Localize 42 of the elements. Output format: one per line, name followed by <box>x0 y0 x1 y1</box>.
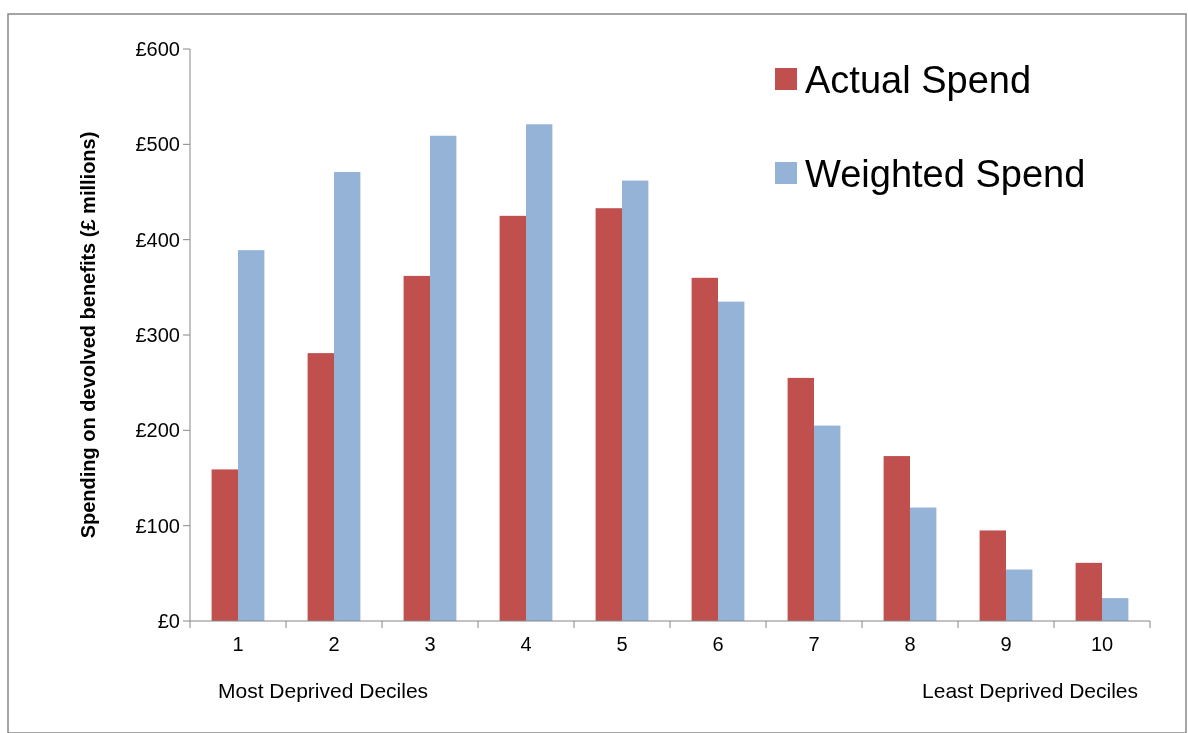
x-tick-label: 4 <box>520 633 532 655</box>
bar <box>595 208 622 621</box>
bar <box>718 301 745 621</box>
x-tick-label: 5 <box>616 633 628 655</box>
bar <box>1006 569 1033 621</box>
bar <box>622 180 649 621</box>
y-tick-label: £400 <box>135 228 180 251</box>
x-tick-label: 8 <box>904 633 916 655</box>
bar <box>334 171 361 621</box>
text: Most Deprived Deciles <box>218 679 429 702</box>
x-tick-label: 2 <box>328 633 340 655</box>
y-tick-label: £0 <box>157 610 180 632</box>
bar <box>211 469 238 621</box>
bar <box>910 507 937 621</box>
x-tick-label: 3 <box>424 633 436 655</box>
y-tick-label: £200 <box>135 419 180 442</box>
legend-label: Weighted Spend <box>805 153 1086 196</box>
bar <box>499 215 526 621</box>
x-tick-label: 9 <box>1000 633 1012 655</box>
y-tick-label: £600 <box>135 38 180 60</box>
bar <box>526 124 553 621</box>
bar <box>883 456 910 621</box>
bar <box>238 250 265 621</box>
bar <box>691 277 718 621</box>
bar <box>307 353 334 621</box>
bar <box>1075 562 1102 621</box>
bar <box>403 275 430 621</box>
x-tick-label: 6 <box>712 633 724 655</box>
bar <box>979 530 1006 621</box>
bar <box>1102 598 1129 621</box>
y-tick-label: £500 <box>135 133 180 156</box>
y-tick-label: £300 <box>135 324 180 346</box>
y-tick-label: £100 <box>135 514 180 537</box>
text: Least Deprived Deciles <box>922 679 1138 702</box>
bar <box>430 135 457 621</box>
legend-label: Actual Spend <box>805 59 1032 102</box>
x-tick-label: 1 <box>232 633 244 655</box>
bar <box>787 377 814 621</box>
bar <box>814 425 841 621</box>
x-tick-label: 7 <box>808 633 820 655</box>
x-tick-label: 10 <box>1090 633 1114 655</box>
y-axis-title: Spending on devolved benefits (£ millions) <box>77 131 99 539</box>
